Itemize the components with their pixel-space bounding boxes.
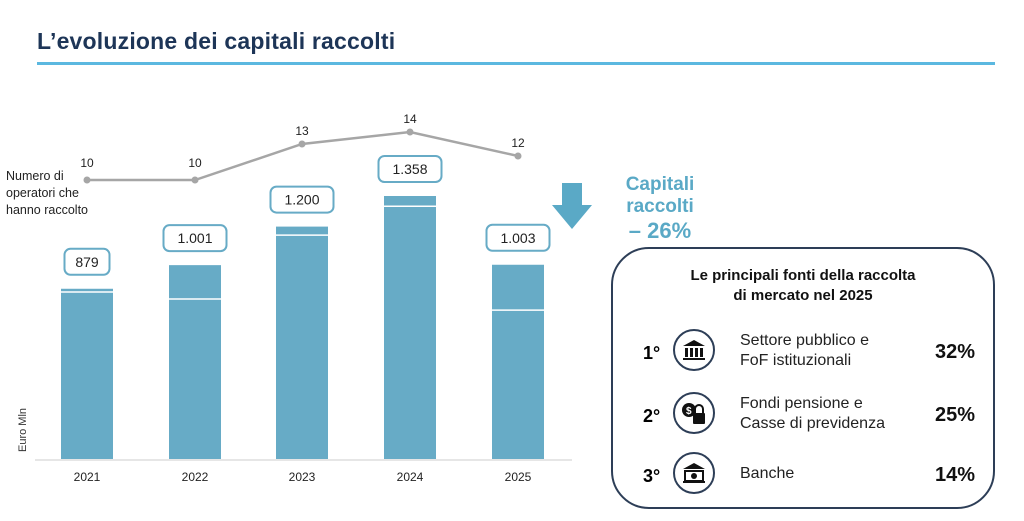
sources-panel: Le principali fonti della raccolta di mer… [611, 247, 995, 509]
bar-value-label: 1.001 [177, 230, 212, 246]
line-point [514, 152, 522, 160]
bar-value-box [485, 223, 551, 252]
source-row: 2° $ Fondi pensione e Casse di previdenza… [613, 392, 993, 442]
line-point-label: 14 [403, 112, 417, 126]
source-row: 3° Banche 14% [613, 452, 993, 502]
source-label: Settore pubblico e FoF istituzionali [740, 332, 869, 369]
bar-value-label: 879 [75, 254, 99, 270]
bank-columns-icon [673, 329, 715, 371]
x-tick-label: 2021 [74, 470, 101, 484]
source-label: Fondi pensione e Casse di previdenza [740, 395, 885, 432]
line-point [191, 176, 199, 184]
source-pct: 32% [934, 341, 975, 363]
bar-2021 [61, 288, 113, 459]
bar-value-box [162, 224, 228, 253]
capital-callout: Capitali raccolti – 26% [590, 174, 730, 244]
x-tick-label: 2022 [182, 470, 209, 484]
x-tick-label: 2023 [289, 470, 316, 484]
x-tick-label: 2024 [397, 470, 424, 484]
bar-value-label: 1.003 [500, 230, 535, 246]
title-underline [37, 62, 995, 65]
source-label: Banche [740, 465, 795, 482]
bar-value-label: 1.358 [392, 161, 427, 177]
source-pct: 25% [934, 404, 975, 426]
bar-value-box [63, 247, 111, 276]
line-point-label: 12 [511, 136, 525, 150]
callout-label: Capitali raccolti [625, 174, 695, 217]
callout-value: – 26% [628, 218, 692, 243]
bar-value-box [377, 155, 443, 183]
x-tick-label: 2025 [505, 470, 532, 484]
source-row: 1° Settore pubblico e FoF istituzionali 3… [613, 329, 993, 379]
bar-2023 [276, 226, 328, 459]
bar-2025 [492, 264, 544, 459]
bank-money-icon [673, 452, 715, 494]
page-title: L’evoluzione dei capitali raccolti [37, 28, 396, 54]
rank: 3° [643, 466, 661, 486]
sources-title: Le principali fonti della raccolta di mer… [690, 267, 916, 304]
line-point-label: 13 [295, 124, 309, 138]
bar-value-box [269, 185, 335, 214]
line-point-label: 10 [188, 156, 202, 170]
line-point [298, 140, 306, 148]
operators-line [87, 130, 519, 182]
line-point-label: 10 [80, 156, 94, 170]
line-label: Numero di operatori che hanno raccolto [6, 169, 88, 217]
y-axis-label: Euro Mln [17, 408, 29, 452]
bar-line-chart: 879 1.001 1.200 1.358 1.003 2021 2022 2023 2024… [6, 112, 572, 484]
svg-text:$: $ [686, 406, 692, 417]
bar-value-label: 1.200 [284, 192, 319, 208]
rank: 2° [643, 406, 661, 426]
bar-2024 [384, 196, 436, 459]
line-point [406, 128, 414, 136]
arrow-down-icon [552, 183, 592, 229]
rank: 1° [643, 343, 661, 363]
money-lock-icon: $ [673, 392, 715, 434]
bar-2022 [169, 265, 221, 459]
source-pct: 14% [934, 464, 975, 486]
line-point [83, 176, 91, 184]
